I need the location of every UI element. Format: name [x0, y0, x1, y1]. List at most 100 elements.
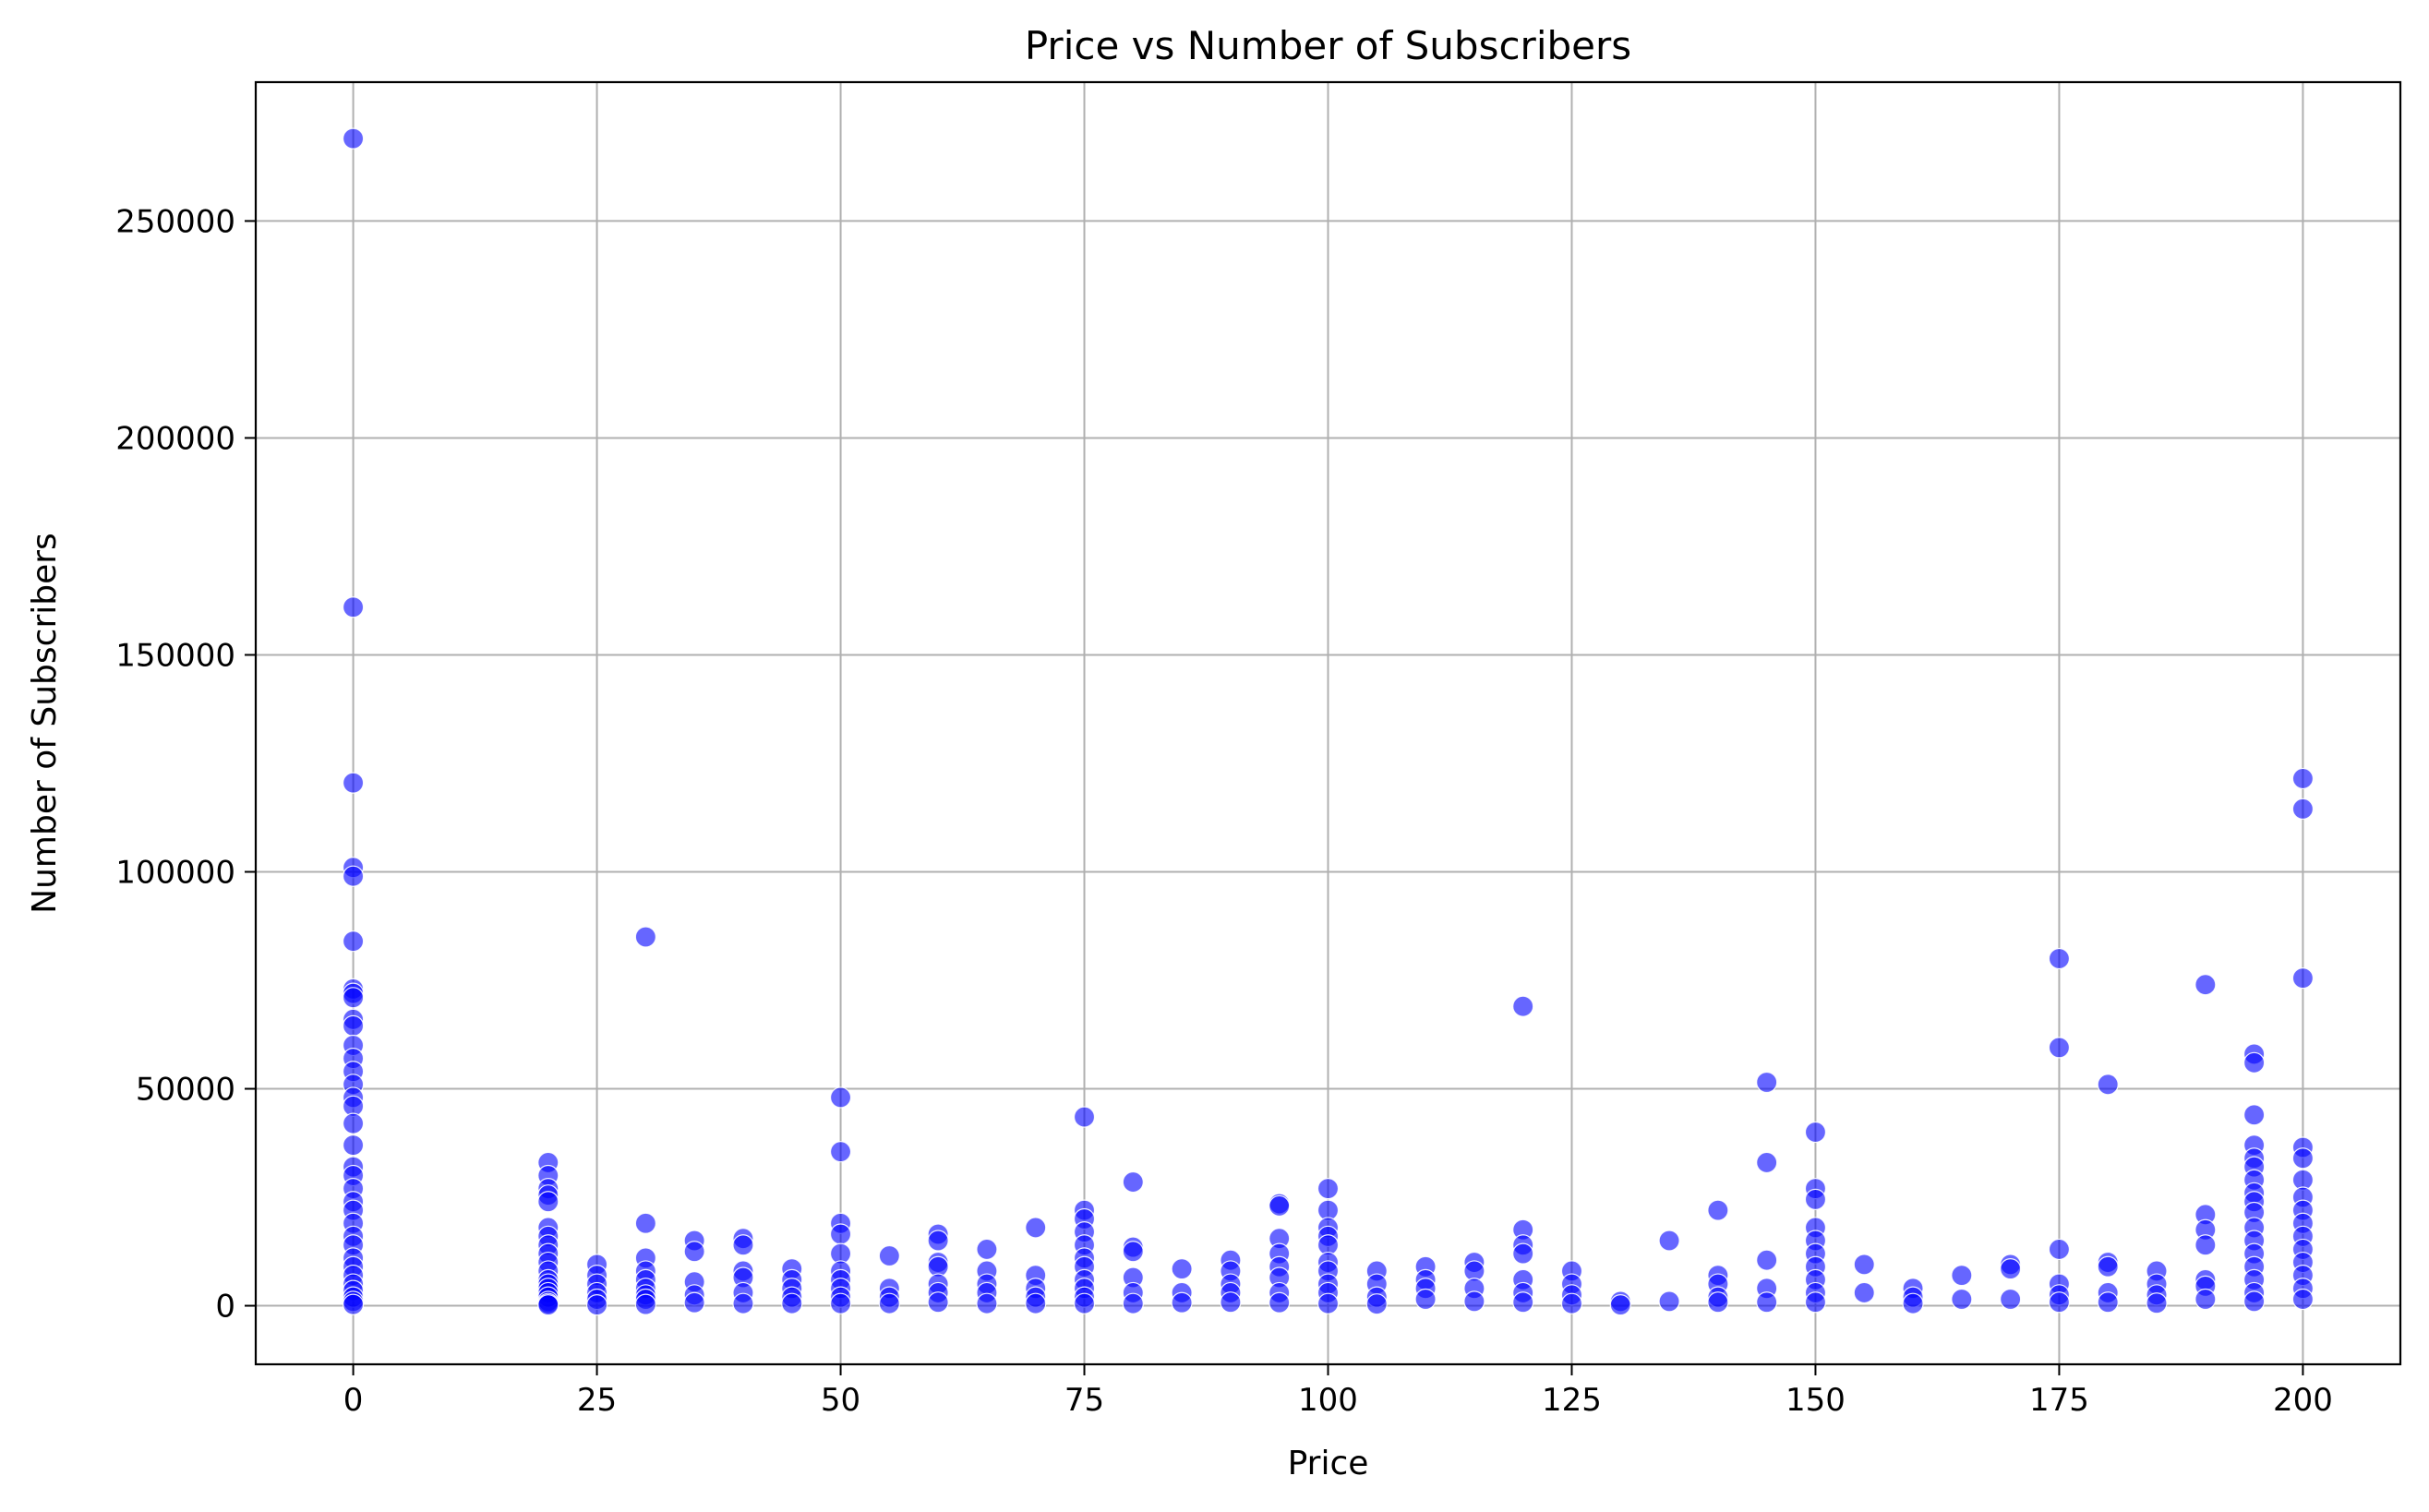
- data-point: [1951, 1288, 1973, 1311]
- x-tick-label: 0: [343, 1382, 364, 1419]
- data-point: [1171, 1257, 1193, 1280]
- data-point: [1707, 1291, 1729, 1314]
- data-point: [1512, 1291, 1534, 1314]
- data-point: [1269, 1291, 1291, 1314]
- data-point: [1365, 1293, 1388, 1315]
- data-point: [1122, 1241, 1144, 1263]
- data-point: [2195, 1288, 2217, 1311]
- y-tick-label: 150000: [115, 637, 235, 674]
- data-point: [927, 1230, 949, 1252]
- data-point: [1073, 1292, 1096, 1314]
- data-point: [342, 1112, 365, 1134]
- data-point: [1463, 1290, 1485, 1313]
- data-point: [1804, 1291, 1827, 1314]
- data-point: [2195, 974, 2217, 996]
- data-point: [1658, 1230, 1680, 1252]
- y-tick-label: 0: [215, 1289, 235, 1326]
- x-tick-label: 125: [1542, 1382, 1602, 1419]
- data-point: [1756, 1291, 1778, 1314]
- data-point: [2097, 1074, 2119, 1096]
- data-point: [2000, 1257, 2022, 1280]
- data-point: [2243, 1104, 2266, 1126]
- data-point: [2146, 1292, 2168, 1314]
- data-point: [342, 772, 365, 794]
- x-tick-label: 50: [821, 1382, 860, 1419]
- data-point: [1220, 1291, 1242, 1314]
- x-tick-label: 25: [577, 1382, 617, 1419]
- data-point: [683, 1241, 705, 1263]
- y-axis-ticks: 0 50000 100000 150000 200000 250000: [115, 203, 256, 1326]
- data-point: [829, 1086, 852, 1109]
- data-point: [1951, 1265, 1973, 1287]
- data-point: [342, 1134, 365, 1157]
- data-point: [927, 1291, 949, 1314]
- data-point: [342, 1293, 365, 1315]
- data-point: [1756, 1071, 1778, 1094]
- data-point: [634, 1212, 656, 1234]
- y-tick-label: 250000: [115, 203, 235, 240]
- data-point: [976, 1292, 998, 1314]
- data-point: [2291, 767, 2315, 790]
- data-point: [1171, 1291, 1193, 1314]
- data-point: [1658, 1290, 1680, 1313]
- data-point: [1560, 1292, 1583, 1314]
- data-point: [1414, 1288, 1437, 1311]
- data-point: [342, 930, 365, 953]
- data-point: [1025, 1292, 1047, 1314]
- data-point: [342, 987, 365, 1009]
- data-point: [1122, 1170, 1144, 1194]
- data-point: [1756, 1151, 1778, 1174]
- chart-title: Price vs Number of Subscribers: [1025, 23, 1631, 68]
- data-point: [2243, 1290, 2266, 1313]
- data-point: [2291, 798, 2315, 820]
- data-point: [829, 1292, 852, 1314]
- data-point: [1756, 1249, 1778, 1271]
- data-point: [1512, 995, 1534, 1017]
- data-point: [634, 926, 656, 948]
- y-tick-label: 200000: [115, 420, 235, 457]
- data-point: [1804, 1121, 1827, 1144]
- data-point: [1707, 1199, 1729, 1221]
- data-point: [732, 1234, 754, 1256]
- x-tick-label: 100: [1298, 1382, 1358, 1419]
- data-point: [1609, 1294, 1631, 1316]
- data-point: [781, 1292, 803, 1314]
- data-point: [2048, 1037, 2071, 1059]
- data-point: [585, 1294, 608, 1316]
- data-point: [732, 1292, 754, 1314]
- data-point: [537, 1294, 559, 1316]
- data-point: [2048, 1291, 2071, 1314]
- x-axis-ticks: 0 25 50 75 100 125 150 175 200: [343, 1364, 2333, 1419]
- data-point: [2291, 967, 2315, 990]
- data-point: [2097, 1291, 2119, 1314]
- data-point: [829, 1223, 852, 1245]
- data-point: [1025, 1217, 1047, 1239]
- x-tick-label: 150: [1786, 1382, 1846, 1419]
- data-point: [2195, 1234, 2217, 1256]
- data-point: [342, 127, 365, 150]
- x-tick-label: 175: [2029, 1382, 2089, 1419]
- data-point: [683, 1291, 705, 1314]
- data-point: [2291, 1288, 2315, 1311]
- data-point: [1317, 1292, 1340, 1314]
- data-point: [878, 1244, 900, 1267]
- data-point: [1317, 1178, 1340, 1200]
- y-tick-label: 50000: [136, 1072, 235, 1109]
- data-point: [537, 1191, 559, 1213]
- data-points: [342, 127, 2315, 1316]
- data-point: [1902, 1292, 1924, 1314]
- data-point: [1853, 1254, 1875, 1276]
- y-tick-label: 100000: [115, 854, 235, 891]
- data-point: [634, 1293, 656, 1315]
- data-point: [1122, 1292, 1144, 1314]
- data-point: [1512, 1242, 1534, 1265]
- data-point: [1073, 1106, 1096, 1128]
- x-axis-label: Price: [1288, 1445, 1369, 1482]
- data-point: [2048, 947, 2071, 970]
- data-point: [1804, 1188, 1827, 1210]
- y-axis-label: Number of Subscribers: [26, 533, 64, 914]
- data-point: [1269, 1194, 1291, 1218]
- data-point: [829, 1141, 852, 1163]
